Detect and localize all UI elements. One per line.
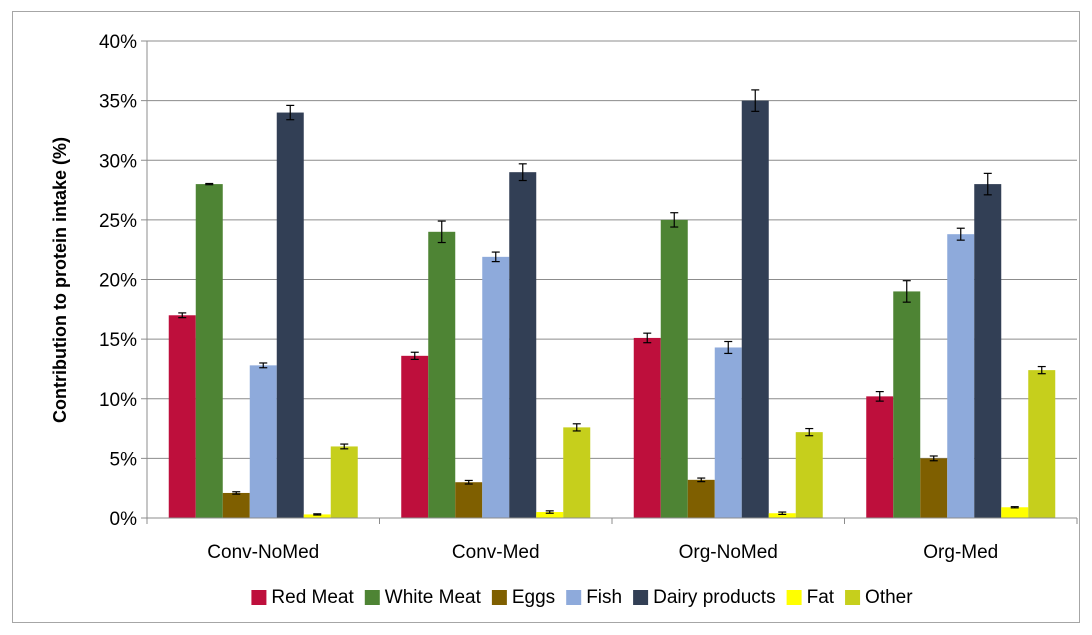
error-bar bbox=[724, 340, 733, 355]
legend-label: Red Meat bbox=[271, 587, 354, 608]
bar-fat bbox=[536, 512, 564, 518]
bar-fat bbox=[1001, 507, 1029, 518]
error-bar bbox=[929, 455, 938, 462]
bar-dairy-products bbox=[276, 112, 304, 519]
error-bar bbox=[491, 251, 500, 263]
error-bar bbox=[956, 227, 965, 241]
legend-swatch bbox=[566, 590, 582, 605]
error-bar bbox=[313, 513, 322, 516]
error-bar bbox=[572, 423, 581, 432]
error-bar bbox=[437, 220, 446, 244]
y-tick-label: 15% bbox=[99, 330, 137, 351]
y-tick-label: 5% bbox=[110, 449, 138, 470]
bar-fish bbox=[249, 365, 277, 518]
legend-item: Fat bbox=[786, 587, 835, 608]
bar-other bbox=[563, 427, 591, 518]
legend-item: Dairy products bbox=[633, 587, 776, 608]
legend-swatch bbox=[786, 590, 802, 605]
y-tick-label: 20% bbox=[99, 271, 137, 292]
bars bbox=[168, 100, 1056, 519]
bar-fish bbox=[947, 234, 975, 518]
error-bar bbox=[902, 280, 911, 303]
error-bar bbox=[340, 443, 349, 450]
legend-swatch bbox=[845, 590, 861, 605]
legend-item: White Meat bbox=[364, 587, 482, 608]
bar-eggs bbox=[455, 482, 483, 518]
error-bar bbox=[410, 351, 419, 360]
bar-eggs bbox=[222, 492, 250, 518]
error-bar bbox=[643, 332, 652, 344]
bar-fat bbox=[768, 513, 796, 518]
y-axis-title: Contribution to protein intake (%) bbox=[50, 137, 70, 423]
legend-label: Dairy products bbox=[653, 587, 776, 608]
error-bar bbox=[805, 427, 814, 437]
error-bar bbox=[178, 312, 187, 319]
y-tick-label: 40% bbox=[99, 32, 137, 53]
y-tick-label: 10% bbox=[99, 390, 137, 411]
error-bar bbox=[464, 479, 473, 485]
legend-item: Fish bbox=[566, 587, 622, 608]
y-tick-label: 35% bbox=[99, 92, 137, 113]
legend: Red Meat White Meat Eggs Fish Dairy products… bbox=[251, 587, 913, 608]
bar-red-meat bbox=[401, 355, 429, 518]
x-category-labels: Conv-NoMed Conv-Med Org-NoMed Org-Med bbox=[207, 542, 998, 563]
bar-other bbox=[1028, 370, 1056, 518]
bar-dairy-products bbox=[509, 172, 537, 519]
bar-fish bbox=[714, 347, 742, 518]
bar-eggs bbox=[687, 479, 715, 518]
error-bar bbox=[983, 172, 992, 196]
y-tick-label: 0% bbox=[110, 509, 138, 530]
bar-white-meat bbox=[893, 291, 921, 518]
error-bars bbox=[178, 89, 1046, 516]
error-bar bbox=[518, 163, 527, 182]
y-tick-label: 30% bbox=[99, 151, 137, 172]
error-bar bbox=[286, 104, 295, 121]
bar-eggs bbox=[920, 458, 948, 518]
legend-swatch bbox=[633, 590, 649, 605]
bar-red-meat bbox=[168, 315, 196, 518]
error-bar bbox=[259, 362, 268, 369]
legend-label: Other bbox=[865, 587, 913, 608]
error-bar bbox=[1010, 506, 1019, 509]
legend-label: Fat bbox=[807, 587, 835, 608]
bar-dairy-products bbox=[741, 100, 769, 518]
error-bar bbox=[875, 390, 884, 402]
error-bar bbox=[1037, 365, 1046, 375]
bar-other bbox=[330, 446, 358, 518]
error-bar bbox=[670, 212, 679, 228]
y-tick-label: 25% bbox=[99, 211, 137, 232]
bar-white-meat bbox=[195, 184, 223, 518]
bar-fat bbox=[303, 514, 331, 518]
legend-swatch bbox=[364, 590, 380, 605]
legend-label: White Meat bbox=[385, 587, 482, 608]
x-category-label: Conv-Med bbox=[452, 542, 540, 563]
error-bar bbox=[778, 511, 787, 516]
error-bar bbox=[751, 89, 760, 112]
error-bar bbox=[205, 182, 214, 186]
x-category-label: Org-NoMed bbox=[679, 542, 778, 563]
x-category-label: Conv-NoMed bbox=[207, 542, 319, 563]
x-category-label: Org-Med bbox=[923, 542, 998, 563]
bar-red-meat bbox=[866, 396, 894, 518]
legend-item: Red Meat bbox=[251, 587, 355, 608]
legend-swatch bbox=[491, 590, 507, 605]
bar-white-meat bbox=[660, 219, 688, 518]
legend-label: Eggs bbox=[512, 587, 555, 608]
legend-swatch bbox=[251, 590, 267, 605]
error-bar bbox=[697, 477, 706, 483]
error-bar bbox=[545, 510, 554, 514]
legend-item: Eggs bbox=[491, 587, 555, 608]
bar-dairy-products bbox=[974, 184, 1002, 518]
error-bar bbox=[232, 491, 241, 495]
axes bbox=[141, 40, 1078, 524]
y-tick-labels: 0% 5% 10% 15% 20% 25% 30% 35% 40% bbox=[99, 32, 137, 530]
bar-white-meat bbox=[428, 231, 456, 519]
bar-red-meat bbox=[633, 337, 661, 518]
legend-label: Fish bbox=[586, 587, 622, 608]
bar-fish bbox=[482, 256, 510, 518]
bar-other bbox=[795, 432, 823, 518]
legend-item: Other bbox=[845, 587, 913, 608]
